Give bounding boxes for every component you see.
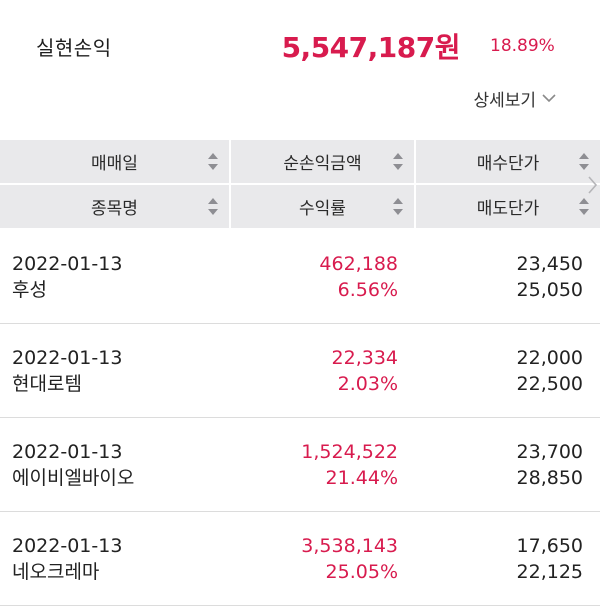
sort-updown-icon (207, 151, 219, 172)
net-profit: 22,334 (331, 347, 398, 369)
header-label: 수익률 (299, 199, 346, 219)
sort-updown-icon (578, 151, 590, 172)
chevron-right-icon[interactable] (586, 172, 600, 198)
sort-updown-icon (578, 196, 590, 217)
header-label: 매도단가 (476, 199, 540, 219)
summary-label: 실현손익 (36, 36, 112, 60)
return-rate: 25.05% (325, 561, 398, 583)
sort-header-return-rate[interactable]: 수익률 (231, 185, 414, 228)
table-row[interactable]: 2022-01-13 후성 462,188 6.56% 23,450 25,05… (0, 229, 600, 324)
stock-name: 후성 (12, 279, 47, 301)
detail-view-label: 상세보기 (473, 91, 536, 111)
sort-header-trade-date[interactable]: 매매일 (0, 140, 229, 183)
buy-price: 23,700 (516, 441, 583, 463)
sort-updown-icon (392, 196, 404, 217)
header-label: 매수단가 (476, 154, 540, 174)
buy-price: 23,450 (516, 253, 583, 275)
return-rate: 2.03% (337, 373, 398, 395)
detail-view-button[interactable]: 상세보기 (473, 86, 556, 111)
sell-price: 22,125 (516, 561, 583, 583)
stock-name: 현대로템 (12, 373, 82, 395)
sort-updown-icon (392, 151, 404, 172)
trade-date: 2022-01-13 (12, 441, 123, 463)
sell-price: 28,850 (516, 467, 583, 489)
header-label: 종목명 (91, 199, 138, 219)
sort-header-stock-name[interactable]: 종목명 (0, 185, 229, 228)
chevron-down-icon (542, 90, 556, 104)
realized-pnl-summary: 실현손익 5,547,187원 18.89% (0, 0, 600, 90)
net-profit: 1,524,522 (301, 441, 398, 463)
return-rate: 21.44% (325, 467, 398, 489)
trade-date: 2022-01-13 (12, 253, 123, 275)
table-row[interactable]: 2022-01-13 현대로템 22,334 2.03% 22,000 22,5… (0, 323, 600, 418)
return-rate: 6.56% (337, 279, 398, 301)
net-profit: 462,188 (319, 253, 398, 275)
summary-rate: 18.89% (490, 36, 555, 56)
buy-price: 17,650 (516, 535, 583, 557)
header-label: 순손익금액 (283, 154, 362, 174)
trade-date: 2022-01-13 (12, 347, 123, 369)
trade-date: 2022-01-13 (12, 535, 123, 557)
sort-header-buy-price[interactable]: 매수단가 (416, 140, 600, 183)
sort-header-sell-price[interactable]: 매도단가 (416, 185, 600, 228)
table-row[interactable]: 2022-01-13 네오크레마 3,538,143 25.05% 17,650… (0, 511, 600, 606)
header-row-divider (0, 183, 600, 185)
net-profit: 3,538,143 (301, 535, 398, 557)
sort-updown-icon (207, 196, 219, 217)
header-label: 매매일 (91, 154, 138, 174)
table-row[interactable]: 2022-01-13 에이비엘바이오 1,524,522 21.44% 23,7… (0, 417, 600, 512)
sell-price: 22,500 (516, 373, 583, 395)
sell-price: 25,050 (516, 279, 583, 301)
sort-header-net-profit[interactable]: 순손익금액 (231, 140, 414, 183)
stock-name: 네오크레마 (12, 561, 100, 583)
summary-amount: 5,547,187원 (281, 31, 461, 64)
stock-name: 에이비엘바이오 (12, 467, 135, 489)
buy-price: 22,000 (516, 347, 583, 369)
